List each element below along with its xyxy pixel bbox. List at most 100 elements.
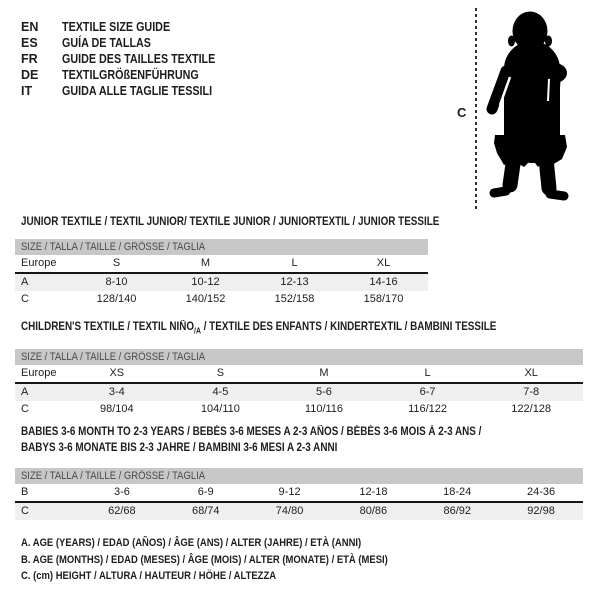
- table-divider: [15, 382, 583, 384]
- value-cell: 98/104: [99, 402, 134, 415]
- value-cell: 10-12: [191, 275, 220, 288]
- value-cell: 80/86: [359, 504, 388, 517]
- value-cell: 110/116: [304, 402, 344, 415]
- size-table-children: SIZE / TALLA / TAILLE / GRÖSSE / TAGLIA …: [15, 349, 583, 418]
- table-divider: [15, 272, 428, 274]
- size-cell: M: [200, 257, 211, 269]
- size-header-text: SIZE / TALLA / TAILLE / GRÖSSE / TAGLIA: [21, 470, 206, 482]
- size-header-bar: SIZE / TALLA / TAILLE / GRÖSSE / TAGLIA: [15, 349, 583, 365]
- value-cell: 152/158: [274, 292, 315, 305]
- value-cell: 24-36: [526, 486, 556, 498]
- size-cell: S: [112, 257, 121, 269]
- language-title-list: EN TEXTILE SIZE GUIDE ES GUÍA DE TALLAS …: [21, 19, 240, 99]
- table-row-months: B 3-6 6-9 9-12 12-18 18-24 24-36: [15, 484, 583, 501]
- language-code: FR: [21, 52, 38, 66]
- language-label: GUIDE DES TAILLES TEXTILE: [62, 52, 216, 66]
- value-cell: 86/92: [443, 504, 471, 517]
- value-cell: 14-16: [369, 275, 398, 288]
- row-label-cell: A: [21, 385, 29, 398]
- value-cell: 6-9: [197, 486, 214, 498]
- babies-section-heading: BABIES 3-6 MONTH TO 2-3 YEARS / BEBÉS 3-…: [21, 424, 556, 456]
- value-cell: 12-13: [280, 275, 309, 288]
- size-header-bar: SIZE / TALLA / TAILLE / GRÖSSE / TAGLIA: [15, 239, 428, 255]
- table-row-age: A 8-10 10-12 12-13 14-16: [15, 273, 428, 291]
- row-label-cell: B: [21, 486, 29, 498]
- value-cell: 68/74: [191, 504, 220, 517]
- babies-heading-line2: BABYS 3-6 MONATE BIS 2-3 JAHRE / BAMBINI…: [21, 442, 338, 454]
- footnote-b: B. AGE (MONTHS) / EDAD (MESES) / ÂGE (MO…: [21, 552, 448, 569]
- language-code: EN: [21, 20, 39, 34]
- junior-section-heading: JUNIOR TEXTILE / TEXTIL JUNIOR/ TEXTILE …: [21, 214, 507, 230]
- value-cell: 128/140: [96, 292, 137, 305]
- height-measure-dotted-line: [475, 8, 477, 210]
- height-measure-label: C: [457, 105, 467, 120]
- size-cell: S: [216, 367, 225, 379]
- language-row-es: ES GUÍA DE TALLAS: [21, 35, 240, 51]
- language-row-it: IT GUIDA ALLE TAGLIE TESSILI: [21, 83, 240, 99]
- value-cell: 18-24: [443, 486, 472, 498]
- size-cell: XL: [376, 257, 391, 269]
- size-cell: XS: [109, 367, 125, 379]
- language-row-fr: FR GUIDE DES TAILLES TEXTILE: [21, 51, 240, 67]
- footnote-a-text: A. AGE (YEARS) / EDAD (AÑOS) / ÂGE (ANS)…: [21, 537, 362, 549]
- table-row-height: C 128/140 140/152 152/158 158/170: [15, 291, 428, 308]
- table-row-height: C 62/68 68/74 74/80 80/86 86/92 92/98: [15, 502, 583, 520]
- value-cell: 3-4: [108, 385, 125, 398]
- size-cell: M: [319, 367, 329, 379]
- value-cell: 158/170: [363, 292, 404, 305]
- value-cell: 122/128: [511, 402, 552, 415]
- table-row-europe: Europe S M L XL: [15, 255, 428, 272]
- value-cell: 12-18: [359, 486, 388, 498]
- footnote-legend: A. AGE (YEARS) / EDAD (AÑOS) / ÂGE (ANS)…: [21, 535, 448, 585]
- row-label-cell: Europe: [21, 257, 57, 269]
- size-header-bar: SIZE / TALLA / TAILLE / GRÖSSE / TAGLIA: [15, 468, 583, 484]
- language-label: GUÍA DE TALLAS: [62, 36, 151, 50]
- size-table-junior: SIZE / TALLA / TAILLE / GRÖSSE / TAGLIA …: [15, 239, 428, 308]
- language-row-de: DE TEXTILGRÖßENFÜHRUNG: [21, 67, 240, 83]
- language-label: TEXTILE SIZE GUIDE: [62, 20, 171, 34]
- heading-prefix: CHILDREN'S TEXTILE / TEXTIL NIÑO: [21, 321, 195, 333]
- value-cell: 4-5: [212, 385, 229, 398]
- value-cell: 9-12: [278, 486, 301, 498]
- heading-subscript: /A: [194, 326, 201, 336]
- table-divider: [15, 501, 583, 503]
- row-label-cell: C: [21, 402, 29, 415]
- value-cell: 74/80: [275, 504, 304, 517]
- table-row-age: A 3-4 4-5 5-6 6-7 7-8: [15, 383, 583, 401]
- value-cell: 5-6: [316, 385, 332, 398]
- size-header-text: SIZE / TALLA / TAILLE / GRÖSSE / TAGLIA: [21, 351, 206, 363]
- footnote-c: C. (cm) HEIGHT / ALTURA / HAUTEUR / HÖHE…: [21, 568, 448, 585]
- table-row-europe: Europe XS S M L XL: [15, 365, 583, 382]
- babies-heading-line1: BABIES 3-6 MONTH TO 2-3 YEARS / BEBÉS 3-…: [21, 426, 482, 438]
- row-label-cell: A: [21, 275, 29, 288]
- value-cell: 6-7: [419, 385, 436, 398]
- value-cell: 62/68: [108, 504, 136, 517]
- language-code: DE: [21, 68, 39, 82]
- size-cell: L: [291, 257, 298, 269]
- footnote-b-text: B. AGE (MONTHS) / EDAD (MESES) / ÂGE (MO…: [21, 553, 388, 566]
- value-cell: 104/110: [200, 402, 240, 415]
- value-cell: 8-10: [105, 275, 128, 288]
- baby-silhouette-image: [486, 11, 569, 201]
- value-cell: 7-8: [523, 385, 540, 398]
- size-cell: L: [424, 367, 431, 379]
- size-header-text: SIZE / TALLA / TAILLE / GRÖSSE / TAGLIA: [21, 241, 206, 253]
- row-label-cell: C: [21, 292, 29, 305]
- language-label: GUIDA ALLE TAGLIE TESSILI: [62, 84, 213, 98]
- size-cell: XL: [524, 367, 538, 379]
- language-code: ES: [21, 36, 38, 50]
- row-label-cell: C: [21, 504, 29, 517]
- language-code: IT: [21, 84, 33, 98]
- size-table-babies: SIZE / TALLA / TAILLE / GRÖSSE / TAGLIA …: [15, 468, 583, 520]
- heading-suffix: / TEXTILE DES ENFANTS / KINDERTEXTIL / B…: [200, 321, 497, 333]
- footnote-c-text: C. (cm) HEIGHT / ALTURA / HAUTEUR / HÖHE…: [21, 570, 277, 582]
- language-row-en: EN TEXTILE SIZE GUIDE: [21, 19, 240, 35]
- value-cell: 116/122: [408, 402, 448, 415]
- value-cell: 92/98: [527, 504, 555, 517]
- row-label-cell: Europe: [21, 367, 57, 379]
- children-section-heading-text: CHILDREN'S TEXTILE / TEXTIL NIÑO/A / TEX…: [21, 319, 496, 339]
- table-row-height: C 98/104 104/110 110/116 116/122 122/128: [15, 401, 583, 418]
- junior-section-heading-text: JUNIOR TEXTILE / TEXTIL JUNIOR/ TEXTILE …: [21, 216, 440, 228]
- footnote-a: A. AGE (YEARS) / EDAD (AÑOS) / ÂGE (ANS)…: [21, 535, 448, 552]
